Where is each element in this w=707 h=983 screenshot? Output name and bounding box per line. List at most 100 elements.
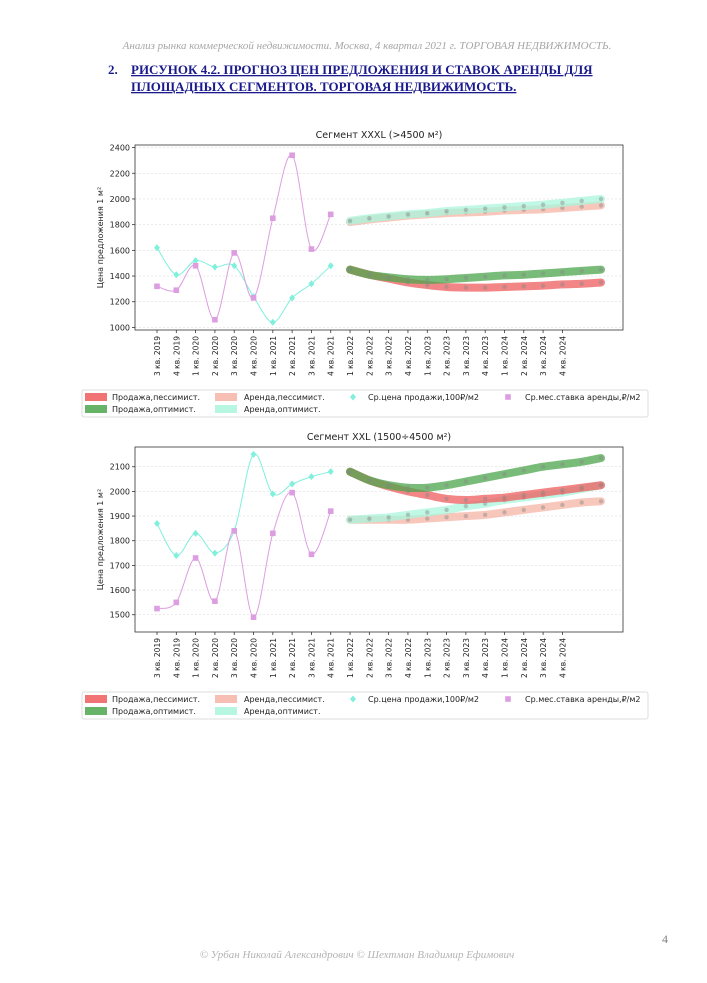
marker <box>540 505 546 510</box>
y-tick-label: 1700 <box>110 561 130 570</box>
x-tick-label: 3 кв. 2019 <box>153 638 162 678</box>
x-tick-label: 1 кв. 2024 <box>500 638 509 678</box>
y-tick-label: 2100 <box>110 463 130 472</box>
marker <box>560 502 565 508</box>
marker <box>308 280 315 288</box>
page-number: 4 <box>662 932 668 946</box>
y-tick-label: 1400 <box>110 272 130 281</box>
marker <box>289 489 295 496</box>
x-tick-label: 4 кв. 2024 <box>558 638 567 678</box>
marker <box>521 507 526 513</box>
x-tick-label: 4 кв. 2023 <box>481 638 490 678</box>
heading-line: ПЛОЩАДНЫХ СЕГМЕНТОВ. ТОРГОВАЯ НЕДВИЖИМОС… <box>131 79 516 94</box>
marker <box>560 269 565 275</box>
marker <box>250 295 257 301</box>
marker <box>463 275 469 281</box>
x-tick-label: 4 кв. 2022 <box>404 336 413 376</box>
x-tick-label: 4 кв. 2021 <box>327 638 336 678</box>
marker <box>231 528 238 534</box>
marker <box>269 318 276 326</box>
legend-swatch <box>85 695 107 703</box>
marker <box>598 203 604 208</box>
chart-title: Сегмент XXL (1500÷4500 м²) <box>307 432 451 443</box>
marker <box>425 485 430 490</box>
marker <box>154 605 160 612</box>
x-tick-label: 3 кв. 2023 <box>462 638 471 678</box>
marker <box>579 459 584 464</box>
x-tick-label: 2 кв. 2022 <box>365 638 374 678</box>
x-tick-label: 1 кв. 2021 <box>269 638 278 678</box>
forecast-band <box>346 194 605 225</box>
marker <box>521 203 526 209</box>
legend-label: Продажа,пессимист. <box>112 695 200 704</box>
y-tick-label: 1000 <box>110 323 130 332</box>
marker <box>154 519 160 527</box>
legend-swatch <box>350 695 356 703</box>
marker <box>289 152 295 159</box>
x-tick-label: 4 кв. 2019 <box>172 638 181 678</box>
x-tick-label: 2 кв. 2021 <box>288 336 297 376</box>
marker <box>425 492 430 498</box>
x-tick-label: 2 кв. 2020 <box>211 638 220 678</box>
marker <box>211 263 218 271</box>
marker <box>289 480 296 488</box>
chart: Сегмент XXXL (>4500 м²) Цена предложения … <box>81 130 649 418</box>
marker <box>192 555 199 561</box>
marker <box>463 207 469 213</box>
x-tick-label: 3 кв. 2020 <box>230 638 239 678</box>
y-tick-label: 2000 <box>110 487 130 496</box>
y-tick-label: 1800 <box>110 537 130 546</box>
marker <box>425 510 430 515</box>
marker <box>502 205 507 210</box>
marker <box>598 196 604 202</box>
marker <box>425 277 430 283</box>
marker <box>540 464 546 469</box>
marker <box>327 508 334 514</box>
marker <box>463 504 469 509</box>
marker <box>425 516 430 521</box>
x-tick-label: 4 кв. 2020 <box>250 336 259 376</box>
legend-swatch <box>215 707 237 715</box>
marker <box>521 492 526 498</box>
series-line <box>156 154 332 321</box>
marker <box>540 283 546 288</box>
x-tick-label: 2 кв. 2021 <box>288 638 297 678</box>
legend-label: Аренда,пессимист. <box>244 695 325 704</box>
marker <box>502 273 507 278</box>
x-tick-label: 4 кв. 2020 <box>250 638 259 678</box>
marker <box>560 487 565 493</box>
x-tick-label: 3 кв. 2024 <box>539 638 548 678</box>
marker <box>367 272 372 277</box>
x-tick-label: 2 кв. 2022 <box>365 336 374 376</box>
x-tick-label: 3 кв. 2019 <box>153 336 162 376</box>
marker <box>521 284 526 289</box>
x-tick-label: 1 кв. 2020 <box>192 336 201 376</box>
marker <box>386 275 391 280</box>
marker <box>367 478 372 483</box>
heading-number: 2. <box>108 62 118 77</box>
x-tick-label: 2 кв. 2023 <box>443 638 452 678</box>
x-tick-label: 2 кв. 2024 <box>520 638 529 678</box>
marker <box>598 280 604 285</box>
marker <box>386 483 391 488</box>
marker <box>540 490 546 495</box>
y-tick-label: 1200 <box>110 298 130 307</box>
marker <box>444 515 449 520</box>
legend-label: Продажа,оптимист. <box>112 707 196 716</box>
marker <box>173 287 180 293</box>
legend-swatch <box>505 696 511 702</box>
marker <box>425 210 430 216</box>
marker <box>327 468 334 476</box>
marker <box>502 284 507 290</box>
legend-label: Ср.цена продажи,100₽/м2 <box>368 695 479 704</box>
x-tick-label: 1 кв. 2020 <box>192 638 201 678</box>
marker <box>502 495 507 500</box>
marker <box>482 475 488 481</box>
marker <box>347 267 353 272</box>
y-tick-label: 1600 <box>110 246 130 255</box>
marker <box>289 294 296 302</box>
marker <box>250 450 257 458</box>
x-tick-label: 1 кв. 2021 <box>269 336 278 376</box>
legend-swatch <box>350 393 356 401</box>
